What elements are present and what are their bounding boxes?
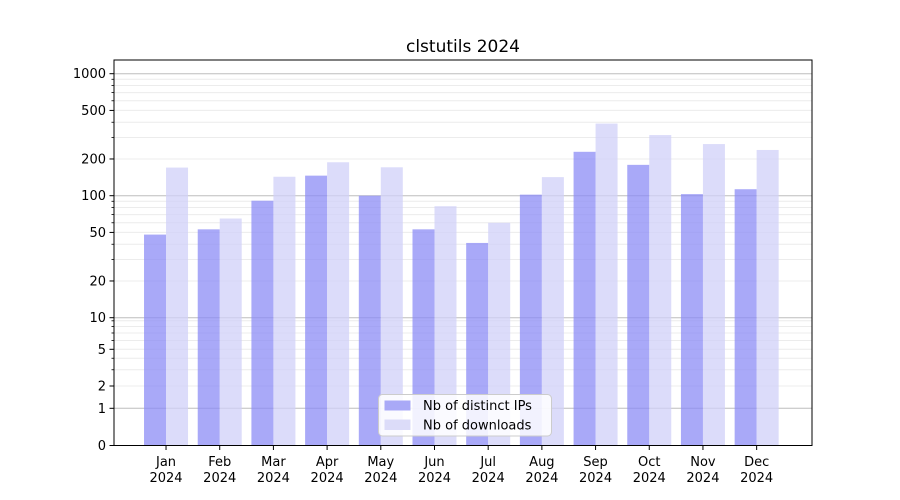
bar-feb-distinct-ips: [197, 229, 220, 446]
legend-label-distinct-ips: Nb of distinct IPs: [423, 399, 532, 414]
y-tick-label: 200: [81, 152, 106, 167]
y-tick-label: 500: [81, 104, 106, 119]
y-tick-label: 1: [98, 402, 106, 417]
bar-mar-distinct-ips: [251, 200, 274, 446]
y-tick-label: 20: [89, 274, 106, 289]
bar-mar-downloads: [273, 176, 296, 446]
bar-oct-distinct-ips: [627, 164, 650, 446]
axes: 01251020501002005001000Jan2024Feb2024Mar…: [73, 59, 813, 486]
x-tick-label-year: 2024: [740, 471, 773, 486]
x-tick-label-month: May: [367, 455, 394, 470]
x-tick-label-month: Dec: [744, 455, 769, 470]
x-tick-label-month: Nov: [690, 455, 716, 470]
y-tick-label: 10: [89, 311, 106, 326]
bar-may-downloads: [380, 167, 403, 446]
x-tick-label-month: Jul: [479, 455, 496, 470]
x-tick-label-month: Apr: [316, 455, 339, 470]
y-tick-label: 1000: [73, 67, 106, 82]
x-tick-label-month: Sep: [583, 455, 608, 470]
bar-jun-distinct-ips: [412, 229, 435, 446]
bar-dec-downloads: [756, 149, 779, 446]
legend-box: [378, 394, 552, 437]
legend: Nb of distinct IPs Nb of downloads: [378, 394, 552, 437]
bar-apr-downloads: [327, 162, 350, 446]
x-tick-label-month: Aug: [529, 455, 554, 470]
bar-sep-downloads: [595, 123, 618, 446]
bars: [144, 123, 779, 446]
x-tick-label-year: 2024: [525, 471, 558, 486]
x-tick-label-year: 2024: [149, 471, 182, 486]
x-tick-label-year: 2024: [311, 471, 344, 486]
x-tick-label-year: 2024: [203, 471, 236, 486]
x-tick-label-month: Feb: [208, 455, 231, 470]
bar-aug-downloads: [541, 177, 564, 446]
x-tick-label-month: Oct: [638, 455, 660, 470]
y-tick-label: 100: [81, 189, 106, 204]
x-tick-label-year: 2024: [579, 471, 612, 486]
y-tick-label: 5: [98, 343, 106, 358]
x-tick-label-year: 2024: [418, 471, 451, 486]
y-tick-label: 0: [98, 439, 106, 454]
bar-aug-distinct-ips: [519, 194, 542, 446]
x-tick-label-month: Mar: [261, 455, 286, 470]
x-tick-label-year: 2024: [633, 471, 666, 486]
bar-jan-distinct-ips: [144, 234, 167, 446]
legend-label-downloads: Nb of downloads: [423, 419, 532, 434]
x-tick-label-year: 2024: [686, 471, 719, 486]
bar-nov-downloads: [702, 144, 725, 446]
legend-swatch-distinct-ips: [384, 400, 411, 411]
y-tick-label: 50: [89, 226, 106, 241]
bar-dec-distinct-ips: [734, 189, 757, 446]
bar-may-distinct-ips: [358, 195, 381, 446]
x-tick-label-month: Jan: [155, 455, 176, 470]
plot-border: [113, 59, 813, 446]
x-tick-label-month: Jun: [423, 455, 444, 470]
bar-apr-distinct-ips: [305, 175, 328, 446]
bar-oct-downloads: [649, 135, 672, 446]
bar-sep-distinct-ips: [573, 151, 596, 446]
x-tick-label-year: 2024: [364, 471, 397, 486]
bar-feb-downloads: [219, 218, 242, 446]
bar-jun-downloads: [434, 206, 457, 446]
bar-jul-downloads: [488, 222, 511, 446]
bar-nov-distinct-ips: [680, 194, 703, 446]
x-tick-label-year: 2024: [257, 471, 290, 486]
x-tick-label-year: 2024: [472, 471, 505, 486]
y-tick-label: 2: [98, 380, 106, 395]
chart-title: clstutils 2024: [406, 37, 520, 57]
bar-jan-downloads: [166, 167, 189, 446]
legend-swatch-downloads: [384, 419, 411, 430]
